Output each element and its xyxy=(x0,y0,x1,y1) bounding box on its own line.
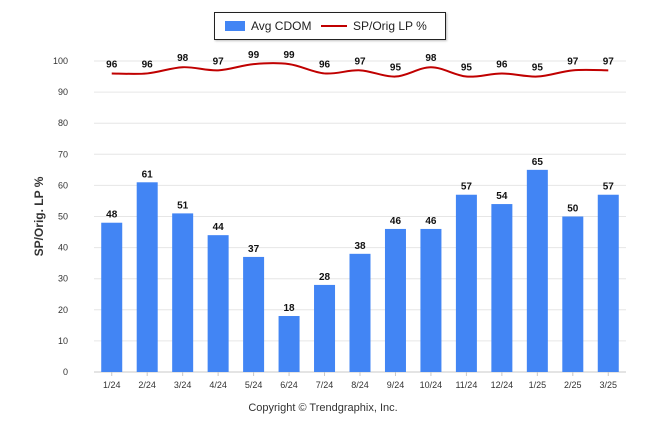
x-tick-label: 10/24 xyxy=(420,380,443,390)
bar-value-label: 61 xyxy=(142,169,154,180)
y-tick-label: 40 xyxy=(58,243,68,253)
line-value-label: 97 xyxy=(213,56,225,67)
bar-value-label: 44 xyxy=(213,222,225,233)
y-tick-label: 0 xyxy=(63,367,68,377)
bar-value-label: 51 xyxy=(177,200,189,211)
x-tick-label: 12/24 xyxy=(491,380,514,390)
y-tick-label: 30 xyxy=(58,274,68,284)
line-value-label: 99 xyxy=(248,50,260,61)
bar-value-label: 54 xyxy=(496,191,508,202)
x-tick-label: 8/24 xyxy=(351,380,369,390)
legend-bar-swatch xyxy=(225,21,245,31)
legend-item-avg-cdom: Avg CDOM xyxy=(225,13,311,39)
y-tick-label: 20 xyxy=(58,305,68,315)
bar-value-label: 48 xyxy=(106,210,118,221)
bar xyxy=(384,228,406,372)
y-tick-label: 70 xyxy=(58,149,68,159)
y-tick-label: 10 xyxy=(58,336,68,346)
x-tick-label: 5/24 xyxy=(245,380,263,390)
bar-value-label: 28 xyxy=(319,272,331,283)
line-value-label: 96 xyxy=(106,59,118,70)
bar xyxy=(420,228,442,372)
x-tick-label: 9/24 xyxy=(387,380,405,390)
bar-value-label: 57 xyxy=(461,182,473,193)
line-value-label: 99 xyxy=(284,50,296,61)
legend-label-avg-cdom: Avg CDOM xyxy=(251,19,312,33)
bar xyxy=(349,253,371,372)
x-tick-label: 1/24 xyxy=(103,380,121,390)
y-tick-label: 90 xyxy=(58,87,68,97)
x-tick-label: 6/24 xyxy=(280,380,298,390)
y-tick-label: 100 xyxy=(53,56,68,66)
bar xyxy=(243,256,265,372)
bar xyxy=(491,204,513,372)
y-tick-label: 50 xyxy=(58,212,68,222)
bar xyxy=(278,316,300,372)
legend-label-sp-orig-lp: SP/Orig LP % xyxy=(353,19,427,33)
bar-value-label: 50 xyxy=(567,204,579,215)
bar xyxy=(314,284,336,372)
bar xyxy=(455,194,477,372)
legend-line-swatch xyxy=(321,25,347,27)
y-axis-title: SP/Orig. LP % xyxy=(32,176,46,256)
bar-value-label: 46 xyxy=(425,216,437,227)
bar-value-label: 57 xyxy=(603,182,615,193)
y-tick-label: 80 xyxy=(58,118,68,128)
line-value-label: 95 xyxy=(532,63,544,74)
bar xyxy=(172,213,194,372)
x-tick-label: 2/25 xyxy=(564,380,582,390)
chart-legend: Avg CDOM SP/Orig LP % xyxy=(214,12,446,40)
bar-value-label: 37 xyxy=(248,244,260,255)
x-tick-label: 4/24 xyxy=(209,380,227,390)
line-value-label: 98 xyxy=(177,53,189,64)
line-value-label: 96 xyxy=(496,59,508,70)
x-tick-label: 3/25 xyxy=(600,380,618,390)
bar xyxy=(101,222,123,372)
x-tick-label: 7/24 xyxy=(316,380,334,390)
line-value-label: 95 xyxy=(461,63,473,74)
line-value-label: 96 xyxy=(319,59,331,70)
x-tick-label: 1/25 xyxy=(529,380,547,390)
bar xyxy=(526,169,548,372)
sp-orig-lp-line xyxy=(111,62,609,78)
line-value-label: 98 xyxy=(425,53,437,64)
line-value-label: 97 xyxy=(603,56,615,67)
y-tick-label: 60 xyxy=(58,180,68,190)
line-value-label: 97 xyxy=(567,56,579,67)
bar-value-label: 65 xyxy=(532,157,544,168)
bar xyxy=(562,216,584,372)
bar-value-label: 46 xyxy=(390,216,402,227)
x-tick-label: 2/24 xyxy=(138,380,156,390)
copyright-text: Copyright © Trendgraphix, Inc. xyxy=(248,402,398,414)
line-value-label: 97 xyxy=(354,56,366,67)
legend-item-sp-orig-lp: SP/Orig LP % xyxy=(321,13,427,39)
line-value-label: 96 xyxy=(142,59,154,70)
x-tick-label: 11/24 xyxy=(455,380,477,390)
bar xyxy=(207,235,229,372)
bar xyxy=(136,182,158,372)
bar xyxy=(597,194,619,372)
bar-value-label: 18 xyxy=(284,303,296,314)
bar-value-label: 38 xyxy=(354,241,366,252)
x-tick-label: 3/24 xyxy=(174,380,192,390)
line-value-label: 95 xyxy=(390,63,402,74)
